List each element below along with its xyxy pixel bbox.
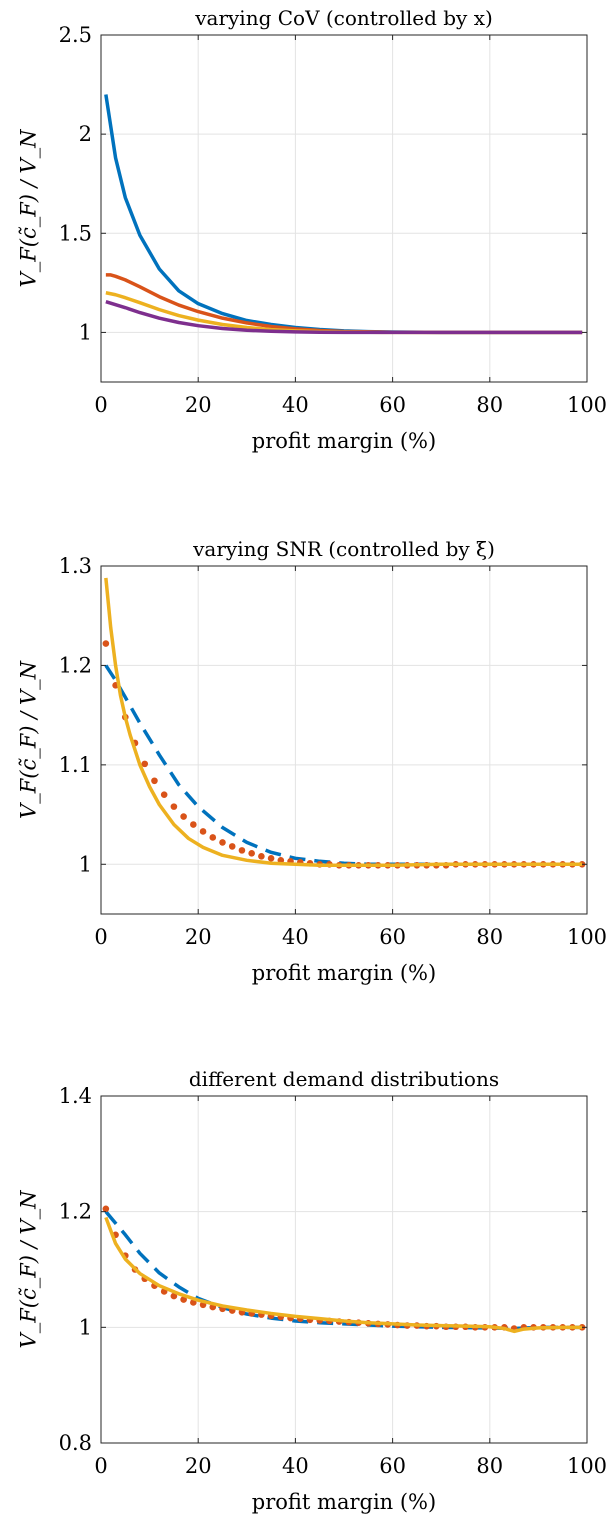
data-point: [258, 853, 265, 860]
y-tick-label: 1.2: [59, 653, 92, 677]
chart-panel-3: 0 20 40 60 80 100 0.8 1 1.2 1.4 different demand d…: [17, 1067, 608, 1514]
plot-frame: [100, 1095, 588, 1444]
chart-title: varying SNR (controlled by ξ): [192, 537, 495, 561]
data-point: [238, 847, 246, 854]
y-tick-label: 0.8: [59, 1431, 92, 1455]
series-line-1: [104, 94, 583, 335]
x-axis-label: profit margin (%): [252, 961, 436, 985]
y-axis-label: V_F(c̃_F) / V_N: [17, 660, 41, 819]
data-point: [102, 1205, 110, 1213]
x-tick-label: 100: [567, 393, 607, 417]
x-tick-label: 80: [476, 925, 503, 949]
series-line-3: [104, 577, 583, 868]
data-point: [160, 791, 168, 798]
x-tick-label: 0: [94, 393, 107, 417]
data-point: [248, 850, 255, 857]
x-axis-label: profit margin (%): [252, 1490, 436, 1514]
x-tick-label: 20: [185, 925, 212, 949]
series-line-3: [105, 291, 583, 335]
x-tick-label: 20: [185, 393, 212, 417]
data-point: [267, 855, 275, 862]
y-tick-label: 1.2: [59, 1200, 92, 1224]
x-tick-label: 80: [476, 1454, 503, 1478]
y-axis-label: V_F(c̃_F) / V_N: [17, 1190, 41, 1349]
data-point: [141, 760, 149, 768]
y-tick-label: 1.3: [59, 554, 92, 578]
x-axis-label: profit margin (%): [252, 429, 436, 453]
y-tick-label: 1: [79, 852, 92, 876]
chart-title: varying CoV (controlled by x): [194, 6, 493, 30]
chart-panel-2: 0 20 40 60 80 100 1 1.1 1.2 1.3 varying SNR (contr…: [17, 537, 608, 985]
x-tick-label: 80: [476, 393, 503, 417]
x-tick-label: 100: [567, 1454, 607, 1478]
data-point: [180, 1296, 187, 1303]
data-point: [219, 839, 226, 846]
y-tick-label: 1: [79, 320, 92, 344]
x-tick-label: 0: [94, 925, 107, 949]
data-point: [102, 640, 110, 647]
x-tick-label: 60: [379, 925, 406, 949]
x-tick-label: 60: [379, 393, 406, 417]
series-line-4: [105, 300, 583, 335]
series-line-1: [104, 1210, 583, 1331]
y-tick-label: 2: [79, 122, 92, 146]
y-tick-label: 1.5: [59, 221, 92, 245]
chart-title: different demand distributions: [189, 1067, 499, 1091]
chart-panel-1: 0 20 40 60 80 100 1 1.5 2 2.5 varying CoV (control…: [17, 6, 608, 453]
data-point: [180, 813, 187, 820]
y-tick-label: 1.4: [59, 1084, 92, 1108]
data-point: [209, 834, 217, 841]
data-point: [170, 803, 178, 810]
y-axis-label: V_F(c̃_F) / V_N: [17, 129, 41, 288]
data-point: [199, 828, 207, 835]
x-tick-label: 40: [282, 1454, 309, 1478]
x-tick-label: 60: [379, 1454, 406, 1478]
plot-frame: [100, 565, 588, 915]
series-line-3: [104, 1216, 583, 1334]
data-point: [228, 843, 236, 850]
x-tick-label: 100: [567, 925, 607, 949]
y-tick-label: 1.1: [59, 753, 92, 777]
x-tick-label: 0: [94, 1454, 107, 1478]
x-tick-label: 20: [185, 1454, 212, 1478]
data-point: [151, 777, 158, 785]
x-tick-label: 40: [282, 393, 309, 417]
y-tick-label: 2.5: [59, 23, 92, 47]
data-point: [190, 821, 197, 828]
plot-frame: [100, 34, 588, 383]
x-tick-label: 40: [282, 925, 309, 949]
data-point: [170, 1292, 178, 1300]
y-tick-label: 1: [79, 1315, 92, 1339]
